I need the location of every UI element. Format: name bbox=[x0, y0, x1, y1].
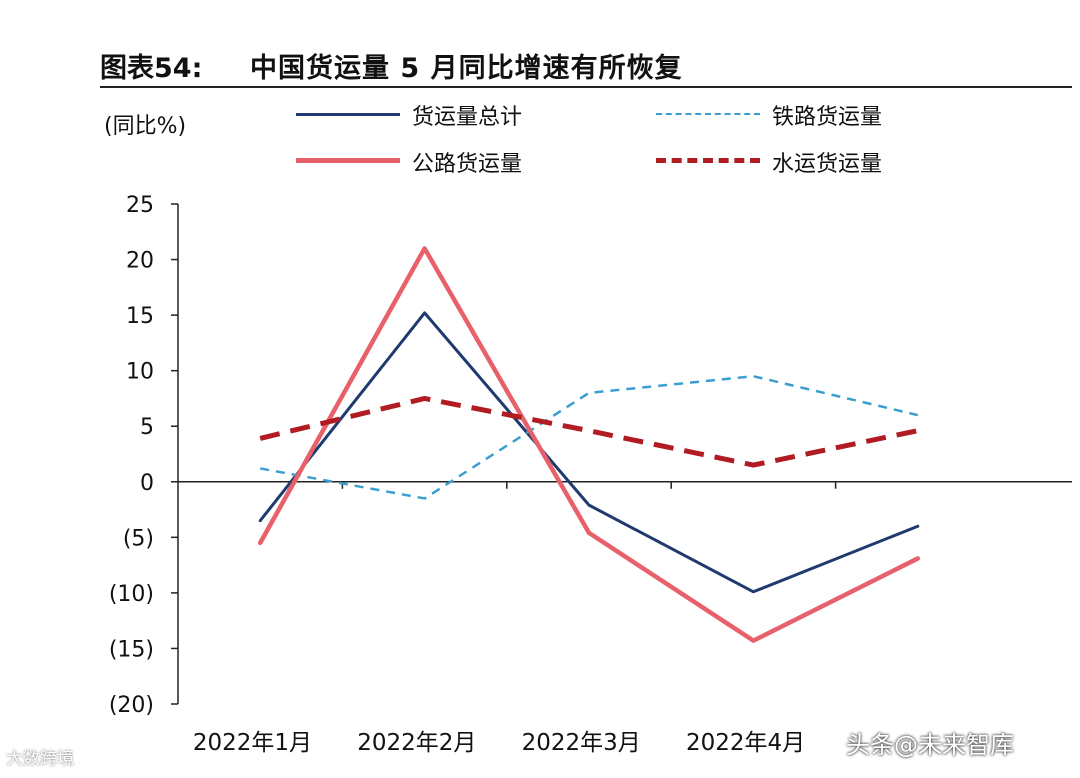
y-tick-label: 25 bbox=[126, 193, 154, 218]
series-line-3 bbox=[259, 395, 919, 468]
legend-label-water: 水运货运量 bbox=[772, 152, 883, 177]
legend-label-rail: 铁路货运量 bbox=[772, 105, 883, 130]
x-tick-label: 2022年2月 bbox=[357, 730, 476, 756]
y-tick-label: 10 bbox=[126, 360, 154, 385]
chart-title: 中国货运量 5 月同比增速有所恢复 bbox=[250, 53, 683, 84]
y-tick-label: 0 bbox=[140, 471, 154, 496]
legend-swatch-road bbox=[296, 158, 400, 163]
y-tick-label: 5 bbox=[140, 415, 154, 440]
y-tick-label: 15 bbox=[126, 304, 154, 329]
legend-label-road: 公路货运量 bbox=[412, 152, 523, 177]
y-tick-label: (5) bbox=[123, 526, 154, 551]
legend-swatch-total bbox=[296, 113, 400, 116]
x-tick-label: 2022年4月 bbox=[686, 730, 805, 756]
series-line-2 bbox=[257, 246, 921, 643]
watermark-left: 大数跨境 bbox=[6, 749, 74, 769]
y-tick-label: (10) bbox=[109, 582, 154, 607]
y-tick-label: (15) bbox=[109, 637, 154, 662]
legend-label-total: 货运量总计 bbox=[412, 105, 523, 130]
legend-swatch-rail bbox=[656, 113, 760, 115]
title-bar: 图表54: 中国货运量 5 月同比增速有所恢复 bbox=[100, 42, 1072, 88]
watermark-right: 头条@未来智库 bbox=[846, 731, 1014, 759]
series-line-1 bbox=[259, 374, 919, 500]
y-tick-label: (20) bbox=[109, 693, 154, 718]
figure-number: 图表54: bbox=[100, 53, 203, 84]
x-tick-label: 2022年1月 bbox=[193, 730, 312, 756]
y-tick-label: 20 bbox=[126, 249, 154, 274]
legend-swatch-water bbox=[656, 158, 760, 163]
x-tick-label: 2022年3月 bbox=[522, 730, 641, 756]
y-axis-label: (同比%) bbox=[104, 114, 187, 139]
